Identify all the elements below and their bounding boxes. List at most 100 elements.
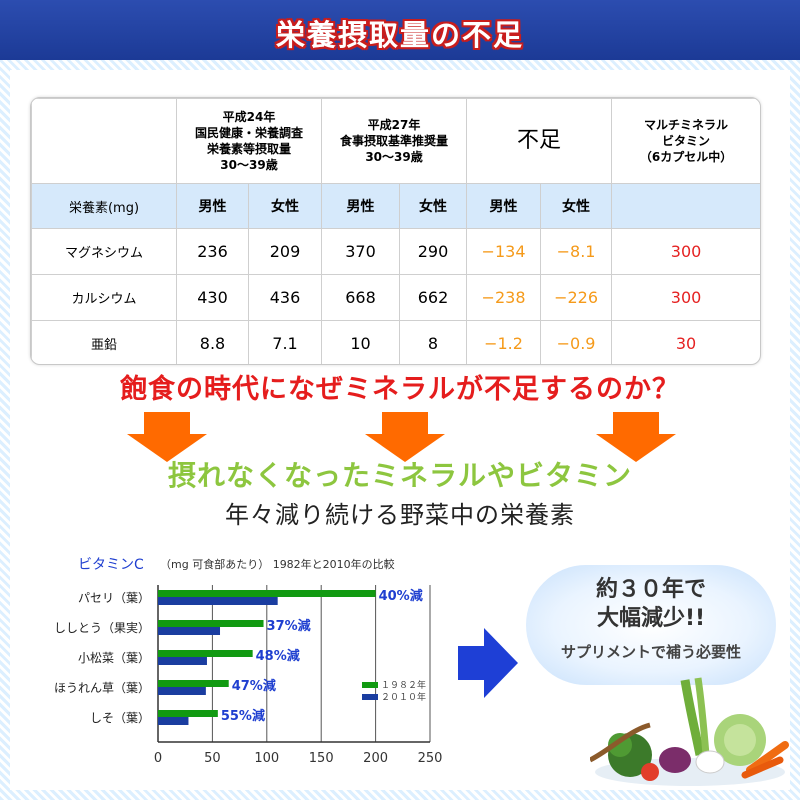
table-row: カルシウム 430 436 668 662 −238 −226 300 <box>31 274 760 321</box>
category-label: パセリ（葉） <box>78 591 150 605</box>
callout-line-2: 大幅減少!! <box>596 606 706 631</box>
bar-1982 <box>158 680 229 687</box>
header-empty <box>31 98 177 184</box>
header-line: 栄養素等摂取量 <box>207 142 292 156</box>
page-title: 栄養摂取量の不足 <box>275 18 524 52</box>
header-multivitamin: マルチミネラル ビタミン （6カプセル中） <box>611 98 760 184</box>
bar-2010 <box>158 597 278 605</box>
sub-header-female: 女性 <box>399 183 468 229</box>
x-tick-label: 0 <box>154 751 162 766</box>
header-line: 平成24年 <box>222 110 276 124</box>
chart-subtitle: （mg 可食部あたり） 1982年と2010年の比較 <box>160 558 395 571</box>
header-2015-standard: 平成27年食事摂取基準推奨量 30～39歳 <box>321 98 468 184</box>
callout-line-3: サプリメントで補う必要性 <box>560 643 741 661</box>
bar-1982 <box>158 590 376 597</box>
table-row: マグネシウム 236 209 370 290 −134 −8.1 300 <box>31 228 760 275</box>
cell-multivitamin: 300 <box>611 274 760 321</box>
x-tick-label: 100 <box>254 751 279 766</box>
header-line: 不足 <box>517 128 562 153</box>
table-sub-header-row: 栄養素(mg) 男性 女性 男性 女性 男性 女性 <box>31 183 760 229</box>
bar-2010 <box>158 627 221 635</box>
cell-value: 7.1 <box>247 320 323 364</box>
legend-label: ２０１０年 <box>381 691 426 703</box>
question-headline: 飽食の時代になぜミネラルが不足するのか？ <box>120 374 680 405</box>
category-label: ほうれん草（葉） <box>54 681 150 695</box>
down-arrow-icon <box>596 412 676 462</box>
chart-title: ビタミンC <box>78 557 144 573</box>
header-line: 食事摂取基準推奨量 <box>340 134 449 148</box>
category-label: 小松菜（葉） <box>78 651 150 665</box>
cell-shortage: −8.1 <box>540 228 613 275</box>
cell-value: 370 <box>321 228 401 275</box>
legend-swatch <box>362 694 378 700</box>
cell-shortage: −134 <box>466 228 542 275</box>
table-group-header-row: 平成24年国民健康・栄養調査 栄養素等摂取量 30～39歳 平成27年食事摂取基準推… <box>31 98 760 184</box>
sub-header-female: 女性 <box>540 183 613 229</box>
cell-value: 10 <box>321 320 401 364</box>
subheadline-black: 年々減り続ける野菜中の栄養素 <box>225 501 575 529</box>
nutrient-table: 平成24年国民健康・栄養調査 栄養素等摂取量 30～39歳 平成27年食事摂取基準推… <box>30 97 761 365</box>
header-line: 30～39歳 <box>220 158 278 172</box>
x-tick-label: 250 <box>418 751 443 766</box>
header-line: （6カプセル中） <box>639 150 733 164</box>
table-row: 亜鉛 8.8 7.1 10 8 −1.2 −0.9 30 <box>31 320 760 364</box>
right-arrow-icon <box>458 628 518 698</box>
cell-value: 430 <box>176 274 249 321</box>
reduction-label: 48%減 <box>256 648 300 664</box>
bar-1982 <box>158 620 264 627</box>
bar-2010 <box>158 687 206 695</box>
x-tick-label: 50 <box>204 751 221 766</box>
category-label: しそ（葉） <box>90 711 150 725</box>
sub-header-male: 男性 <box>466 183 542 229</box>
cell-value: 290 <box>399 228 468 275</box>
cell-multivitamin: 300 <box>611 228 760 275</box>
cell-value: 236 <box>176 228 249 275</box>
header-line: 30～39歳 <box>365 150 423 164</box>
cell-shortage: −1.2 <box>466 320 542 364</box>
sub-header-female: 女性 <box>247 183 323 229</box>
category-label: ししとう（果実） <box>54 620 150 635</box>
header-shortage: 不足 <box>466 98 613 184</box>
legend-swatch <box>362 682 378 688</box>
subheadline-green: 摂れなくなったミネラルやビタミン <box>167 459 632 492</box>
header-line: 国民健康・栄養調査 <box>195 126 304 140</box>
header-line: 平成27年 <box>367 118 421 132</box>
bar-1982 <box>158 650 253 657</box>
header-bar: 栄養摂取量の不足 <box>0 0 800 60</box>
cell-value: 662 <box>399 274 468 321</box>
header-line: ビタミン <box>662 134 711 148</box>
nutrient-name: マグネシウム <box>31 228 177 275</box>
down-arrow-icon <box>365 412 445 462</box>
cell-shortage: −226 <box>540 274 613 321</box>
bar-2010 <box>158 717 189 725</box>
reduction-label: 40%減 <box>379 588 423 604</box>
bar-2010 <box>158 657 207 665</box>
cell-value: 209 <box>247 228 323 275</box>
callout-bubble <box>526 565 776 685</box>
vegetables-image <box>590 677 789 786</box>
cell-value: 8 <box>399 320 468 364</box>
nutrient-name: 亜鉛 <box>31 320 177 364</box>
sub-header-blank <box>611 183 760 229</box>
x-tick-label: 150 <box>309 751 334 766</box>
bar-1982 <box>158 710 218 717</box>
reduction-label: 37%減 <box>267 618 311 634</box>
header-2012-survey: 平成24年国民健康・栄養調査 栄養素等摂取量 30～39歳 <box>175 98 323 184</box>
legend-label: １９８２年 <box>381 679 426 691</box>
reduction-label: 47%減 <box>232 678 276 694</box>
reduction-label: 55%減 <box>221 708 265 724</box>
header-line: マルチミネラル <box>644 118 729 132</box>
nutrient-name: カルシウム <box>31 274 177 321</box>
sub-header-male: 男性 <box>176 183 249 229</box>
sub-header-male: 男性 <box>321 183 401 229</box>
down-arrow-icon <box>127 412 207 462</box>
sub-header-nutrient: 栄養素(mg) <box>31 183 177 229</box>
callout-line-1: 約３０年で <box>595 577 706 602</box>
cell-multivitamin: 30 <box>611 320 760 364</box>
cell-value: 8.8 <box>176 320 249 364</box>
cell-shortage: −0.9 <box>540 320 613 364</box>
cell-value: 436 <box>247 274 323 321</box>
cell-shortage: −238 <box>466 274 542 321</box>
